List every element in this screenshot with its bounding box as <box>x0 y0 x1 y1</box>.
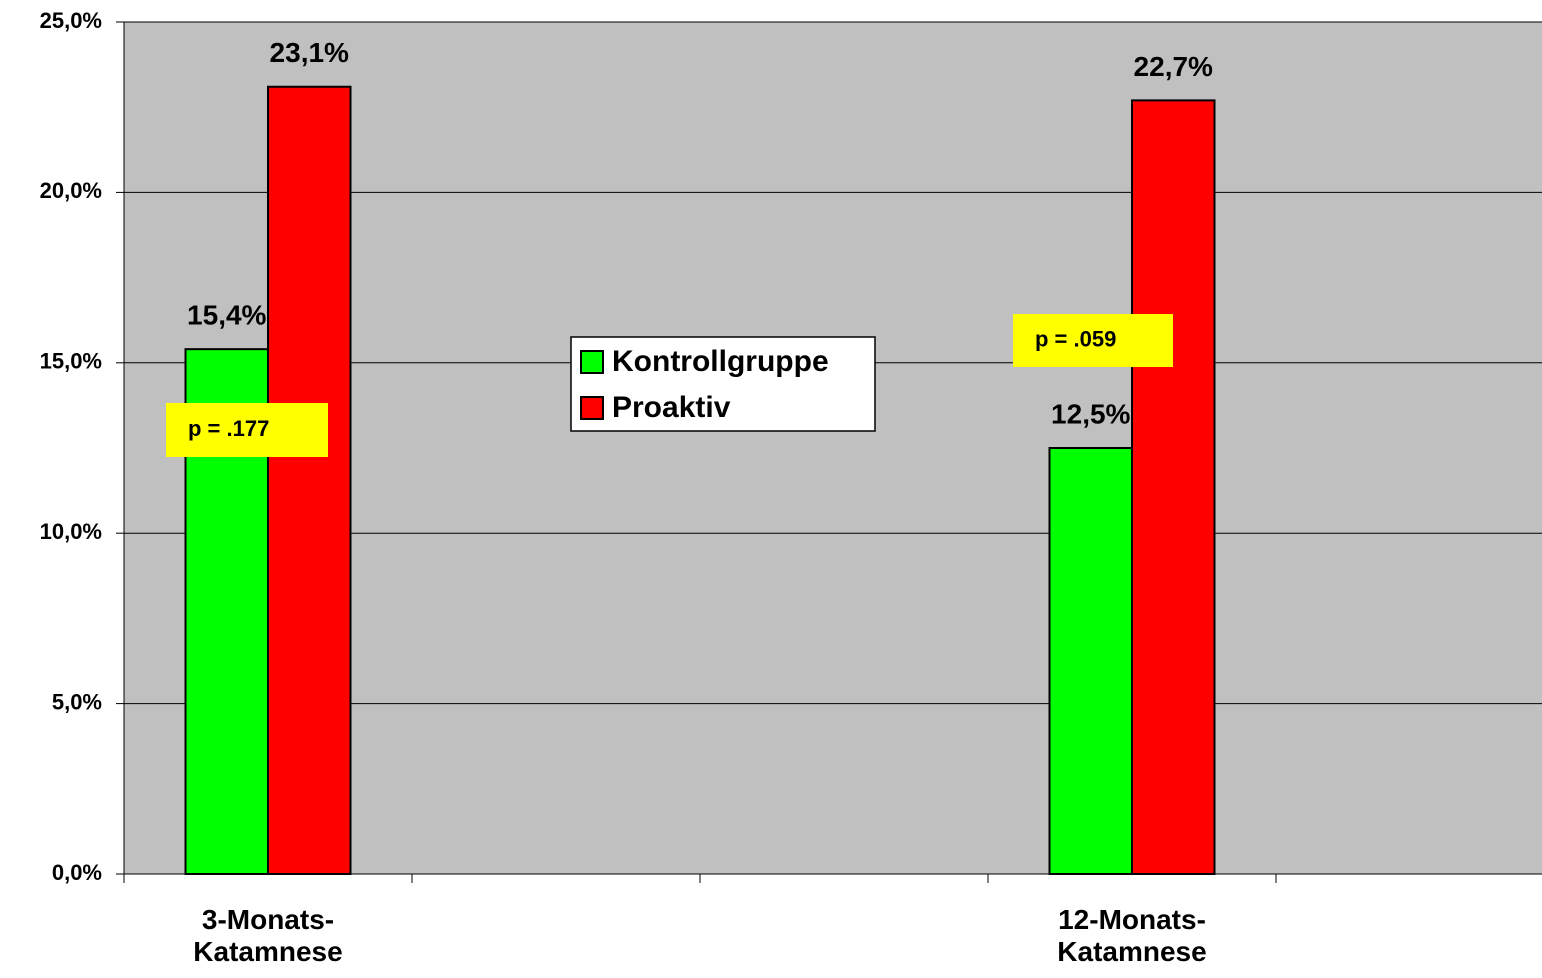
value-label: 22,7% <box>1134 51 1213 82</box>
x-tick-label: 12-Monats- Katamnese <box>1057 904 1207 967</box>
bar <box>1131 99 1216 876</box>
legend-box <box>570 336 876 432</box>
legend-label: Proaktiv <box>612 391 731 424</box>
plot-area <box>124 22 1542 874</box>
y-tick-label: 5,0% <box>52 689 102 714</box>
y-tick-label: 25,0% <box>40 8 102 33</box>
value-label: 23,1% <box>270 37 349 68</box>
annotation-box <box>166 403 328 457</box>
bar <box>1048 447 1133 875</box>
legend-swatch <box>580 350 604 374</box>
annotation-box <box>1013 314 1173 367</box>
y-tick-label: 15,0% <box>40 349 102 374</box>
annotation: p = .177 <box>188 416 269 441</box>
annotation: p = .059 <box>1035 326 1116 351</box>
legend-label: Kontrollgruppe <box>612 345 829 378</box>
y-tick-label: 10,0% <box>40 519 102 544</box>
bar <box>267 85 352 875</box>
y-tick-label: 20,0% <box>40 178 102 203</box>
x-tick-label: 3-Monats- Katamnese <box>193 904 343 967</box>
value-label: 12,5% <box>1051 398 1130 429</box>
y-tick-label: 0,0% <box>52 860 102 885</box>
legend-swatch <box>580 396 604 420</box>
value-label: 15,4% <box>187 300 266 331</box>
